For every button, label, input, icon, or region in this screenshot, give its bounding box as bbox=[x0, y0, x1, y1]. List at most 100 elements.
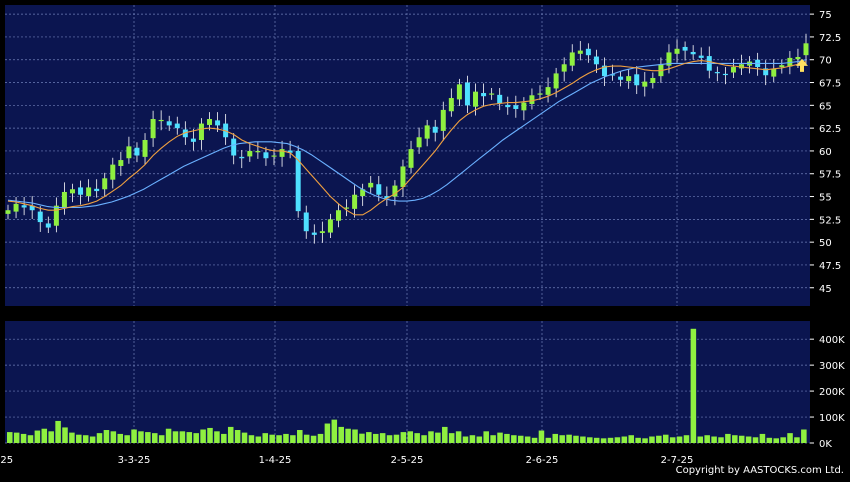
candle-body bbox=[618, 76, 624, 80]
candle bbox=[134, 142, 140, 163]
candle-body bbox=[69, 189, 75, 194]
candle-body bbox=[601, 65, 607, 77]
volume-bar bbox=[379, 433, 386, 443]
volume-bar bbox=[34, 430, 41, 443]
candle-body bbox=[779, 65, 785, 68]
candle-body bbox=[537, 93, 543, 95]
x-tick-label: 2-6-25 bbox=[526, 455, 559, 466]
candle bbox=[537, 85, 543, 101]
volume-bar bbox=[131, 429, 137, 443]
volume-bar bbox=[393, 434, 400, 443]
candle-body bbox=[29, 205, 35, 211]
candle-body bbox=[803, 43, 809, 56]
candle bbox=[327, 213, 333, 239]
volume-bar bbox=[732, 435, 738, 443]
candle bbox=[239, 150, 245, 169]
candle-body bbox=[400, 166, 406, 187]
candle-body bbox=[610, 74, 616, 76]
volume-tick-label: 300K bbox=[819, 361, 845, 372]
volume-bar bbox=[794, 437, 800, 443]
volume-bar bbox=[283, 433, 289, 443]
volume-bar bbox=[331, 419, 338, 443]
candle bbox=[610, 64, 616, 81]
volume-bar bbox=[462, 436, 469, 443]
volume-panel bbox=[5, 321, 810, 443]
candle bbox=[593, 49, 599, 74]
moving-average-short bbox=[7, 60, 807, 216]
candle-body bbox=[182, 129, 188, 138]
price-tick-label: 70 bbox=[819, 56, 832, 67]
candle bbox=[61, 182, 67, 215]
price-tick-label: 62.5 bbox=[819, 124, 841, 135]
volume-bar bbox=[745, 436, 752, 443]
volume-bar bbox=[697, 436, 704, 443]
candle-body bbox=[473, 91, 479, 107]
candle-body bbox=[722, 73, 728, 76]
candle bbox=[690, 45, 696, 60]
candle-body bbox=[110, 164, 116, 180]
candle bbox=[513, 95, 519, 118]
volume-bar bbox=[621, 436, 628, 443]
candle bbox=[150, 110, 156, 147]
candle bbox=[303, 205, 309, 239]
candle-body bbox=[529, 95, 535, 104]
candle-body bbox=[190, 138, 196, 142]
candle-body bbox=[698, 55, 704, 58]
volume-bar bbox=[324, 423, 331, 443]
candle-body bbox=[416, 137, 422, 148]
volume-bar bbox=[276, 435, 282, 443]
candle-body bbox=[263, 152, 269, 159]
volume-bar bbox=[41, 428, 48, 443]
price-tick-label: 72.5 bbox=[819, 33, 841, 44]
candle bbox=[21, 197, 27, 216]
volume-bar bbox=[27, 435, 34, 443]
candle bbox=[739, 54, 745, 75]
volume-bar bbox=[248, 435, 255, 443]
volume-bar bbox=[138, 431, 144, 443]
volume-bar bbox=[290, 435, 296, 443]
candle-body bbox=[61, 191, 67, 208]
volume-bar bbox=[145, 432, 151, 443]
x-tick-label: 2-5-25 bbox=[391, 455, 424, 466]
volume-bar bbox=[593, 437, 600, 443]
volume-bar bbox=[517, 435, 524, 443]
volume-bar bbox=[269, 434, 275, 443]
candle bbox=[722, 67, 728, 85]
x-tick-label: 1-4-25 bbox=[259, 455, 292, 466]
candle-body bbox=[577, 50, 583, 54]
candle-body bbox=[142, 139, 148, 157]
candle bbox=[255, 141, 261, 159]
volume-bar bbox=[752, 437, 759, 443]
volume-bar bbox=[656, 435, 662, 443]
candle-body bbox=[37, 211, 43, 223]
volume-bar bbox=[359, 433, 365, 443]
volume-bar bbox=[179, 431, 186, 443]
volume-bar bbox=[96, 433, 103, 443]
volume-bar bbox=[469, 435, 476, 443]
volume-bar bbox=[338, 426, 344, 443]
candle bbox=[335, 203, 341, 228]
volume-bar bbox=[421, 435, 427, 443]
candle bbox=[601, 57, 607, 86]
candle bbox=[86, 179, 92, 202]
candle bbox=[626, 69, 632, 89]
volume-bar bbox=[13, 432, 20, 443]
volume-bar bbox=[55, 420, 61, 443]
candle-body bbox=[174, 123, 180, 129]
candle bbox=[198, 118, 204, 150]
candle bbox=[529, 88, 535, 110]
candle-body bbox=[384, 196, 390, 199]
candle-body bbox=[344, 207, 350, 209]
price-tick-label: 55 bbox=[819, 193, 832, 204]
candle bbox=[94, 179, 100, 198]
volume-bar bbox=[407, 431, 414, 443]
candle bbox=[279, 140, 285, 167]
candle-body bbox=[53, 205, 59, 226]
candle bbox=[37, 206, 43, 232]
candle bbox=[295, 145, 301, 218]
candle bbox=[360, 183, 366, 206]
candle-body bbox=[795, 56, 801, 60]
volume-bar bbox=[227, 426, 234, 443]
candle-body bbox=[360, 189, 366, 197]
candle bbox=[489, 88, 495, 100]
